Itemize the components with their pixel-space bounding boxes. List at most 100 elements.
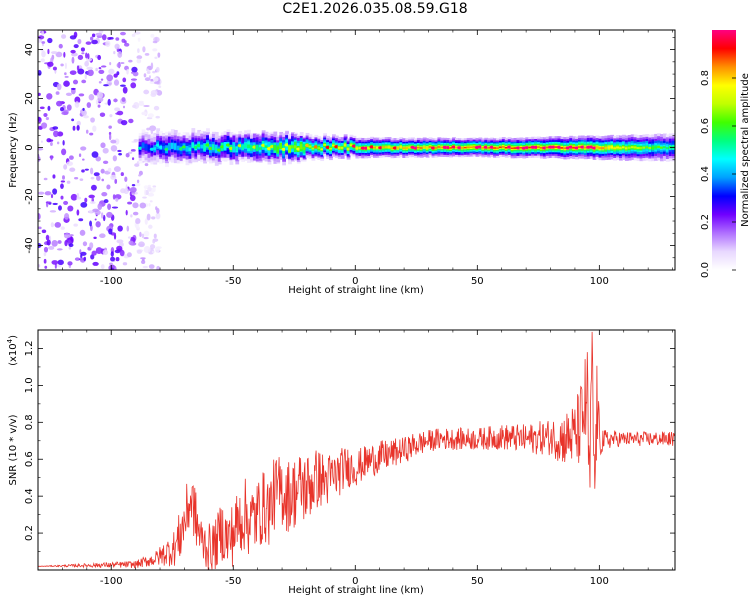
heatmap-cell (124, 176, 128, 182)
heatmap-cell (90, 176, 95, 180)
y-tick-label: -40 (24, 237, 35, 253)
heatmap-cell (142, 258, 145, 262)
heatmap-cell (57, 131, 64, 137)
heatmap-cell (77, 54, 84, 60)
heatmap-cell (148, 202, 151, 207)
heatmap-cell (466, 146, 471, 149)
heatmap-cell (381, 146, 386, 149)
heatmap-cell (77, 38, 82, 45)
heatmap-cell (78, 218, 84, 222)
heatmap-cell (142, 265, 149, 269)
heatmap-cell (375, 146, 380, 149)
chart-title: C2E1.2026.035.08.59.G18 (282, 1, 468, 17)
heatmap-cell (147, 186, 152, 192)
heatmap-cell (76, 193, 80, 199)
heatmap-cell (146, 213, 151, 221)
heatmap-cell (133, 138, 139, 142)
heatmap-cell (630, 146, 635, 149)
heatmap-cell (47, 48, 50, 55)
heatmap-cell (72, 125, 76, 131)
heatmap-cell (651, 146, 656, 149)
heatmap-cell (66, 161, 74, 166)
heatmap-cell (70, 193, 78, 201)
heatmap-cell (109, 262, 113, 265)
heatmap-cell (416, 146, 421, 149)
heatmap-cell (56, 141, 60, 145)
heatmap-cell (132, 211, 139, 216)
heatmap-cell (90, 184, 97, 191)
heatmap-cell (82, 107, 85, 111)
heatmap-cell (83, 256, 87, 262)
x-tick-label: 50 (471, 276, 484, 287)
heatmap-cell (109, 36, 114, 40)
heatmap-cell (122, 77, 127, 83)
heatmap-cell (86, 66, 94, 70)
heatmap-cell (96, 91, 104, 99)
heatmap-cell (94, 218, 97, 221)
y-tick-label: 0.8 (24, 414, 35, 430)
spectrogram-ylabel: Frequency (Hz) (8, 112, 19, 188)
heatmap-cell (102, 249, 109, 256)
x-tick-label: -50 (225, 576, 241, 587)
heatmap-cell (76, 209, 80, 216)
heatmap-cell (106, 74, 114, 82)
heatmap-cell (95, 221, 101, 228)
heatmap-cell (170, 142, 175, 149)
heatmap-cell (38, 191, 45, 195)
heatmap-cell (110, 139, 117, 144)
heatmap-cell (139, 202, 147, 209)
heatmap-cell (158, 85, 162, 89)
heatmap-cell (155, 212, 161, 220)
heatmap-cell (132, 71, 139, 77)
heatmap-cell (150, 89, 158, 96)
heatmap-cell (176, 145, 181, 151)
heatmap-cell (47, 61, 54, 67)
snr-ylabel: SNR (10 * v/v) (8, 414, 19, 485)
heatmap-cell (399, 146, 404, 148)
y-tick-label: 0.4 (24, 488, 35, 504)
heatmap-cell (71, 118, 75, 122)
heatmap-cell (80, 146, 87, 151)
heatmap-cell (58, 43, 63, 49)
heatmap-cell (98, 30, 104, 34)
heatmap-cell (126, 252, 132, 258)
heatmap-cell (101, 191, 108, 197)
colorbar-tick-label: 0.6 (700, 118, 711, 134)
heatmap-cell (156, 265, 161, 270)
heatmap-cell (130, 214, 133, 218)
heatmap-cell (121, 97, 126, 102)
heatmap-cell (50, 155, 53, 161)
heatmap-cell (81, 109, 87, 117)
heatmap-cell (616, 146, 620, 149)
heatmap-cell (132, 104, 137, 108)
heatmap-cell (203, 144, 207, 151)
heatmap-cell (113, 73, 118, 78)
heatmap-cell (52, 126, 59, 130)
heatmap-cell (123, 42, 130, 47)
heatmap-cell (152, 40, 158, 44)
heatmap-cell (99, 201, 104, 204)
x-tick-label: 0 (352, 276, 358, 287)
heatmap-cell (114, 43, 120, 50)
heatmap-cell (103, 84, 109, 87)
heatmap-cell (143, 73, 147, 78)
heatmap-cell (460, 147, 465, 149)
heatmap-cell (390, 147, 395, 150)
heatmap-cell (38, 35, 45, 40)
heatmap-cell (81, 79, 87, 84)
heatmap-cell (91, 39, 98, 45)
heatmap-cell (329, 147, 333, 150)
heatmap-cell (434, 147, 439, 149)
heatmap-cell (120, 119, 128, 126)
heatmap-cell (472, 146, 477, 148)
heatmap-cell (137, 48, 140, 54)
heatmap-cell (88, 94, 95, 101)
heatmap-cell (288, 145, 292, 153)
heatmap-cell (66, 104, 72, 111)
heatmap-cell (40, 140, 43, 143)
snr-multiplier-text: (x104) (6, 335, 19, 366)
heatmap-cell (143, 89, 150, 95)
heatmap-cell (60, 195, 64, 200)
heatmap-cell (125, 152, 130, 158)
heatmap-cell (244, 143, 248, 148)
